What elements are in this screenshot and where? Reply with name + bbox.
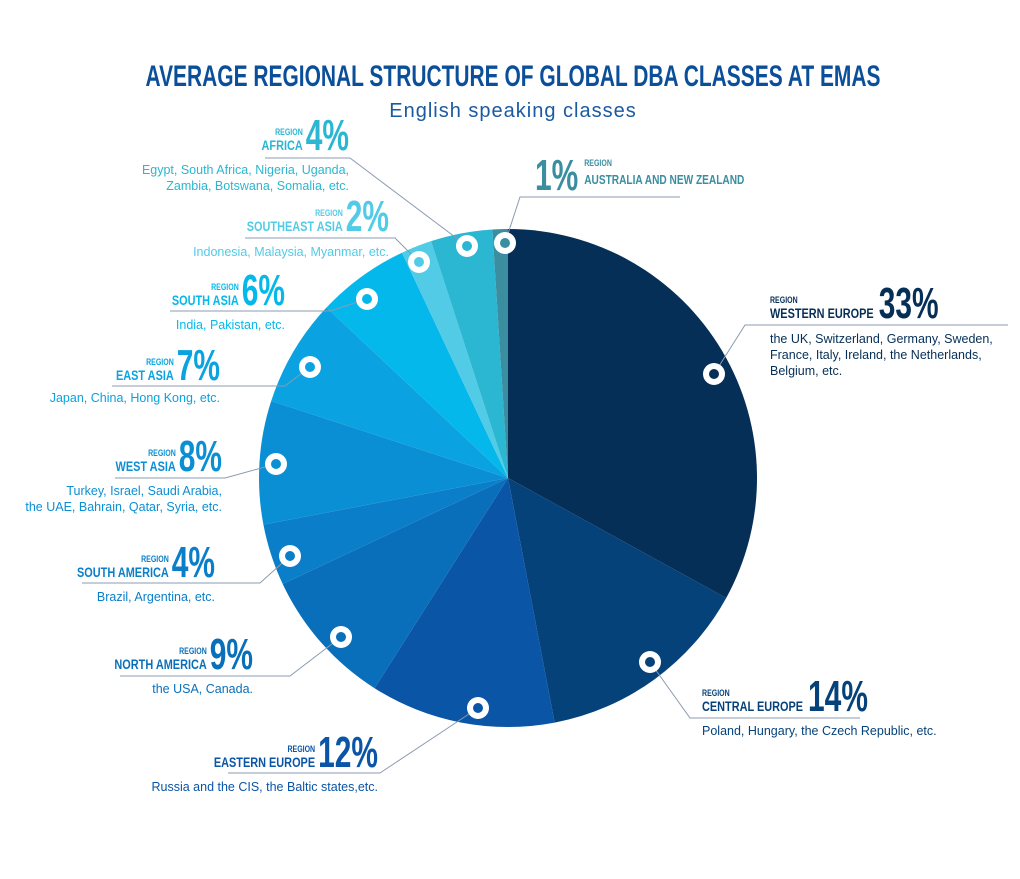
- category-label: SOUTH ASIA: [172, 293, 239, 309]
- description: Zambia, Botswana, Somalia, etc.: [166, 179, 349, 193]
- pie-slice: [508, 478, 727, 723]
- category-label: SOUTH AMERICA: [77, 565, 169, 581]
- value-label: 8%: [179, 431, 222, 480]
- leader-line: [120, 636, 342, 677]
- description: Egypt, South Africa, Nigeria, Uganda,: [142, 163, 349, 177]
- marker-dot: [462, 241, 472, 251]
- region-label: REGION: [148, 448, 176, 458]
- category-label: AUSTRALIA AND NEW ZEALAND: [584, 173, 744, 187]
- region-label: REGION: [315, 208, 343, 218]
- marker-dot: [271, 459, 281, 469]
- value-label: 33%: [879, 278, 939, 327]
- marker-dot: [305, 362, 315, 372]
- description: Belgium, etc.: [770, 364, 842, 378]
- marker-dot: [414, 257, 424, 267]
- description: the UAE, Bahrain, Qatar, Syria, etc.: [25, 500, 222, 514]
- value-label: 9%: [210, 629, 253, 678]
- region-label: REGION: [146, 357, 174, 367]
- region-label: REGION: [211, 282, 239, 292]
- category-label: WEST ASIA: [116, 459, 176, 475]
- pie-slice: [271, 307, 508, 478]
- description: Brazil, Argentina, etc.: [97, 590, 215, 604]
- value-label: 4%: [306, 110, 349, 159]
- pie-slice: [492, 229, 508, 478]
- pie-slice: [508, 229, 757, 598]
- leader-line: [228, 707, 479, 774]
- pie-slice: [374, 478, 555, 728]
- value-label: 1%: [535, 150, 578, 199]
- leader-line: [504, 196, 680, 244]
- marker-dot: [709, 369, 719, 379]
- leader-line: [82, 555, 291, 584]
- marker-dot: [285, 551, 295, 561]
- marker-dot: [645, 657, 655, 667]
- region-label: REGION: [275, 127, 303, 137]
- region-label: REGION: [179, 646, 207, 656]
- region-label: REGION: [770, 295, 798, 305]
- marker-dot: [362, 294, 372, 304]
- region-label: REGION: [584, 158, 612, 168]
- leader-line: [245, 237, 420, 263]
- description: India, Pakistan, etc.: [176, 318, 285, 332]
- description: Indonesia, Malaysia, Myanmar, etc.: [193, 245, 389, 259]
- marker-dot: [500, 238, 510, 248]
- category-label: EASTERN EUROPE: [214, 755, 315, 771]
- value-label: 2%: [346, 191, 389, 240]
- marker-dot: [336, 632, 346, 642]
- category-label: SOUTHEAST ASIA: [247, 219, 343, 235]
- category-label: EAST ASIA: [116, 368, 174, 384]
- pie-slice: [259, 401, 508, 525]
- chart-subtitle: English speaking classes: [389, 100, 636, 122]
- value-label: 4%: [172, 537, 215, 586]
- pie-slice: [326, 252, 508, 478]
- description: the UK, Switzerland, Germany, Sweden,: [770, 332, 993, 346]
- description: Russia and the CIS, the Baltic states,et…: [151, 780, 378, 794]
- category-label: NORTH AMERICA: [114, 657, 206, 673]
- leader-line: [649, 661, 860, 719]
- category-label: AFRICA: [262, 138, 303, 154]
- description: Turkey, Israel, Saudi Arabia,: [66, 484, 222, 498]
- marker-dot: [473, 703, 483, 713]
- leader-line: [170, 298, 368, 312]
- description: Japan, China, Hong Kong, etc.: [50, 391, 220, 405]
- leader-line: [265, 157, 468, 247]
- pie-slice: [401, 241, 508, 478]
- leader-line: [713, 324, 1008, 375]
- chart-title: AVERAGE REGIONAL STRUCTURE OF GLOBAL DBA…: [146, 60, 881, 93]
- region-label: REGION: [141, 554, 169, 564]
- pie-slice: [263, 478, 508, 585]
- value-label: 6%: [242, 265, 285, 314]
- value-label: 12%: [318, 727, 378, 776]
- category-label: CENTRAL EUROPE: [702, 699, 803, 715]
- value-label: 14%: [808, 671, 868, 720]
- description: the USA, Canada.: [152, 682, 253, 696]
- pie-slice: [431, 229, 508, 478]
- region-label: REGION: [287, 744, 315, 754]
- category-label: WESTERN EUROPE: [770, 306, 874, 322]
- region-label: REGION: [702, 688, 730, 698]
- description: France, Italy, Ireland, the Netherlands,: [770, 348, 982, 362]
- description: Poland, Hungary, the Czech Republic, etc…: [702, 724, 937, 738]
- value-label: 7%: [177, 340, 220, 389]
- leader-line: [115, 463, 277, 479]
